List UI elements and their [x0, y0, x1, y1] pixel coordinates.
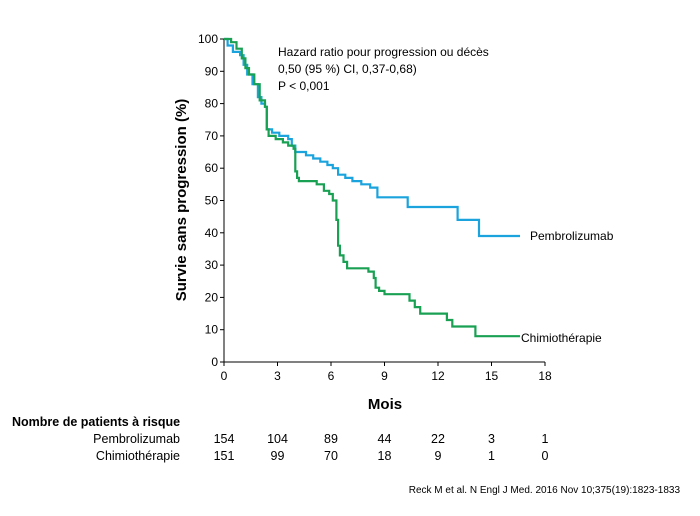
risk-cell: 99	[270, 449, 285, 463]
risk-cell: 9	[434, 449, 442, 463]
survival-curves	[224, 37, 520, 338]
x-tick-label: 12	[431, 369, 445, 383]
y-tick-label: 0	[211, 355, 218, 369]
y-tick-label: 90	[205, 64, 219, 78]
hazard-ratio-line1: Hazard ratio pour progression ou décès	[278, 45, 489, 59]
series-label-pembrolizumab: Pembrolizumab	[530, 229, 614, 243]
y-axis-title: Survie sans progression (%)	[173, 99, 190, 302]
y-tick-label: 30	[205, 258, 219, 272]
x-axis-title: Mois	[368, 396, 402, 413]
x-tick-label: 18	[538, 369, 552, 383]
series-label-chimiotherapie: Chimiothérapie	[521, 331, 602, 345]
citation: Reck M et al. N Engl J Med. 2016 Nov 10;…	[408, 485, 680, 496]
ticks: 0 10 20 30 40 50 60 70 80 90 100 0 3 6 9 12 15 18	[198, 32, 552, 383]
risk-row-label-chimiotherapie: Chimiothérapie	[95, 449, 180, 463]
risk-table-title: Nombre de patients à risque	[12, 415, 181, 429]
y-tick-label: 50	[205, 194, 219, 208]
risk-cell: 22	[431, 432, 445, 446]
y-tick-label: 20	[205, 290, 219, 304]
x-tick-label: 3	[274, 369, 281, 383]
risk-row-label-pembrolizumab: Pembrolizumab	[93, 432, 180, 446]
risk-cell: 89	[324, 432, 338, 446]
x-tick-label: 0	[221, 369, 228, 383]
risk-cell: 0	[541, 449, 549, 463]
risk-cell: 154	[213, 432, 235, 446]
risk-cell: 104	[267, 432, 288, 446]
x-tick-label: 15	[485, 369, 499, 383]
survival-curve-chimiotherapie	[224, 37, 520, 338]
risk-cell: 3	[488, 432, 495, 446]
y-tick-label: 60	[205, 161, 219, 175]
risk-cell: 151	[213, 449, 235, 463]
risk-cell: 44	[377, 432, 392, 446]
risk-cell: 70	[324, 449, 338, 463]
y-tick-label: 80	[205, 97, 219, 111]
axes	[223, 39, 545, 363]
y-tick-label: 40	[205, 226, 219, 240]
risk-cell: 1	[488, 449, 495, 463]
y-tick-label: 10	[205, 323, 219, 337]
hazard-ratio-line2: 0,50 (95 %) CI, 0,37-0,68)	[278, 62, 417, 76]
p-value: P < 0,001	[278, 79, 330, 93]
risk-cell: 18	[377, 449, 392, 463]
x-tick-label: 9	[381, 369, 388, 383]
risk-cell: 1	[541, 432, 549, 446]
x-tick-label: 6	[328, 369, 335, 383]
y-tick-label: 70	[205, 129, 219, 143]
y-tick-label: 100	[198, 32, 218, 46]
